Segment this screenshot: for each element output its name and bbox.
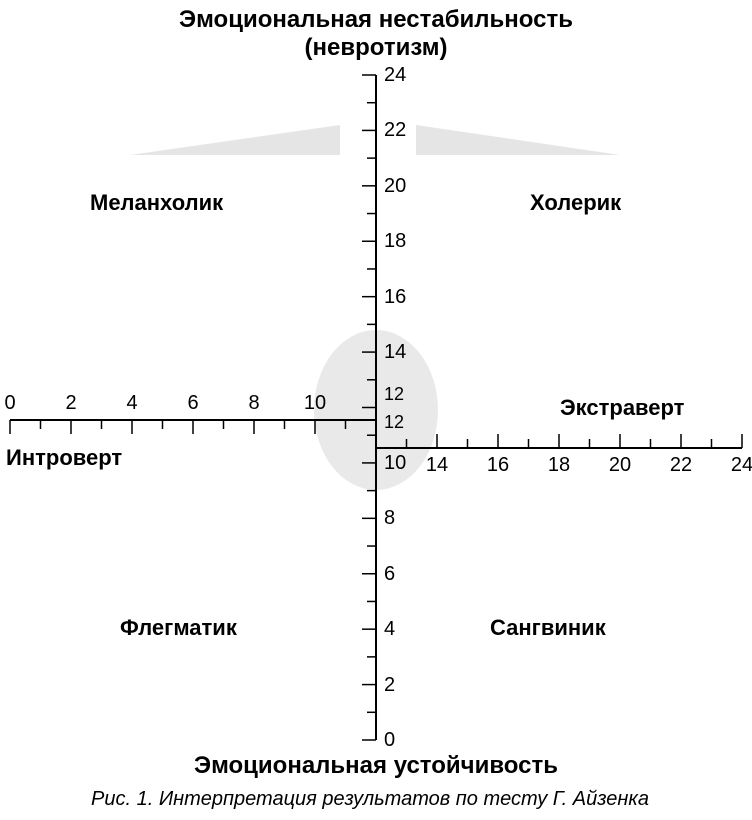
x-label-extravert: Экстраверт	[560, 395, 684, 421]
tick-label: 14	[384, 341, 406, 364]
tick-label: 24	[722, 454, 752, 477]
tick-label: 6	[173, 392, 213, 415]
tick-label: 20	[384, 175, 406, 198]
tick-label: 14	[417, 454, 457, 477]
tick-label: 22	[661, 454, 701, 477]
tick-label: 4	[384, 618, 395, 641]
tick-label: 8	[234, 392, 274, 415]
tick-label: 8	[384, 507, 395, 530]
tick-label: 12	[384, 384, 404, 405]
quadrant-bottom-left: Флегматик	[120, 615, 237, 641]
tick-label: 10	[295, 392, 335, 415]
tick-label: 10	[384, 452, 406, 475]
tick-label: 0	[0, 392, 30, 415]
title-bottom: Эмоциональная устойчивость	[0, 752, 752, 780]
tick-label: 22	[384, 119, 406, 142]
figure-caption: Рис. 1. Интерпретация результатов по тес…	[0, 788, 740, 811]
tick-label: 24	[384, 64, 406, 87]
tick-label: 2	[384, 674, 395, 697]
tick-label: 12	[384, 412, 404, 433]
tick-label: 4	[112, 392, 152, 415]
quadrant-top-right: Холерик	[530, 190, 621, 216]
quadrant-bottom-right: Сангвиник	[490, 615, 606, 641]
tick-label: 6	[384, 563, 395, 586]
tick-label: 0	[384, 729, 395, 752]
x-label-introvert: Интроверт	[6, 445, 122, 471]
tick-label: 20	[600, 454, 640, 477]
quadrant-top-left: Меланхолик	[90, 190, 223, 216]
tick-label: 18	[539, 454, 579, 477]
tick-label: 16	[478, 454, 518, 477]
tick-label: 18	[384, 230, 406, 253]
tick-label: 16	[384, 286, 406, 309]
tick-label: 2	[51, 392, 91, 415]
